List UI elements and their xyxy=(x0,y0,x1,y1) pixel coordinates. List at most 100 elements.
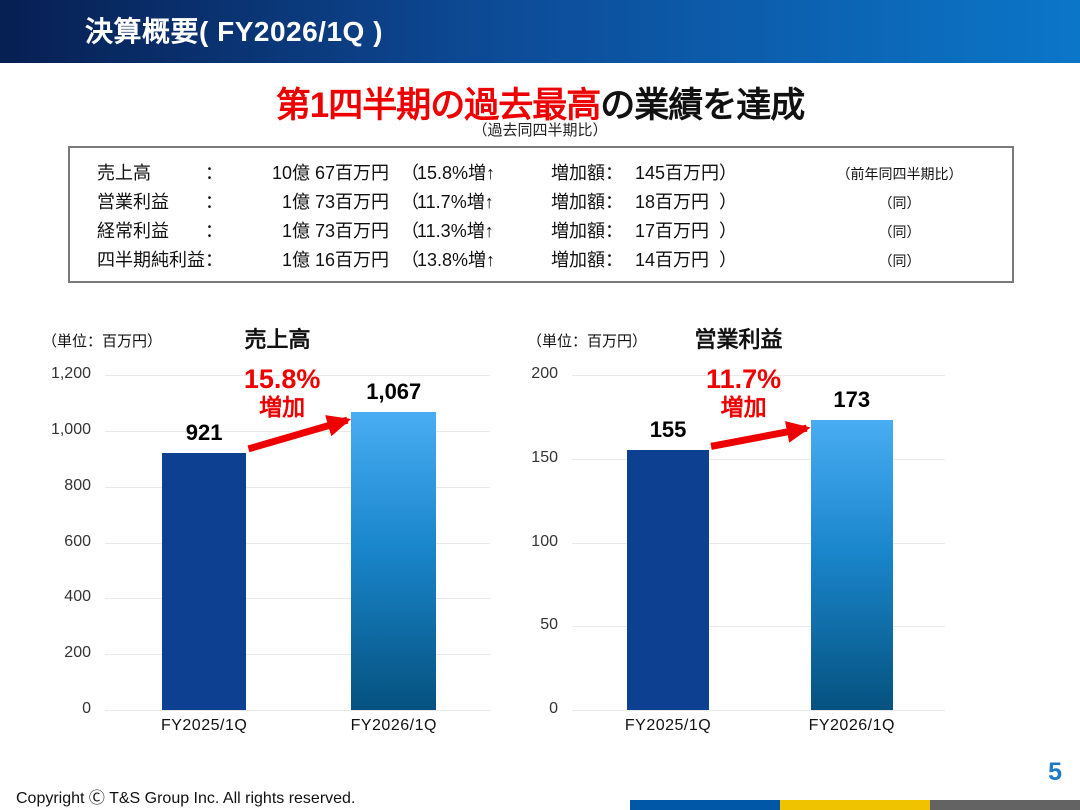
summary-label: 売上高 xyxy=(97,163,151,183)
page-number: 5 xyxy=(1048,758,1062,786)
gridline xyxy=(105,710,490,711)
gridline xyxy=(572,542,945,544)
summary-amount: 1億 73百万円 xyxy=(281,221,389,241)
increase-word: 増加 xyxy=(259,394,306,421)
summary-open: （ xyxy=(401,192,419,212)
chart-title: 売上高 xyxy=(244,327,311,352)
summary-colon: ： xyxy=(205,221,223,241)
gridline xyxy=(572,710,945,711)
x-category-label: FY2026/1Q xyxy=(350,717,437,734)
headline-highlight: 第1四半期の過去最高 xyxy=(275,86,601,125)
y-tick-label: 0 xyxy=(549,700,558,718)
gridline xyxy=(105,375,490,376)
increase-word: 増加 xyxy=(720,394,767,421)
summary-percent: 13.8%増↑ xyxy=(417,250,496,270)
plot-area: 11.7% 増加 0 50 100 150 200 155 FY2025/1Q 173 FY20… xyxy=(531,365,945,734)
summary-close: ） xyxy=(719,192,737,212)
summary-label: 四半期純利益 xyxy=(97,250,205,270)
summary-delta-label: 増加額： xyxy=(551,163,623,183)
plot-area: 15.8% 増加 0 200 400 600 800 1,000 1,200 921 FY202… xyxy=(51,365,490,734)
bottom-strip-blue xyxy=(630,800,780,810)
bar-fy2026-1q xyxy=(810,420,893,710)
summary-colon: ： xyxy=(205,163,223,183)
bar-fy2025-1q xyxy=(627,450,710,710)
summary-delta-value: 145百万円 xyxy=(635,163,720,183)
y-tick-label: 100 xyxy=(531,532,558,550)
x-category-label: FY2026/1Q xyxy=(808,717,895,734)
gridline xyxy=(572,626,945,628)
y-tick-label: 800 xyxy=(64,476,91,494)
bar-value-label: 1,067 xyxy=(366,379,422,405)
y-tick-label: 1,200 xyxy=(50,365,91,383)
summary-row: 売上高 ： 10億 67百万円 （15.8%増↑ 増加額： 145百万円） （前年同四半期比… xyxy=(97,159,1004,188)
gridline xyxy=(105,486,490,488)
summary-row: 営業利益 ： 1億 73百万円 （11.7%増↑ 増加額： 18百万円 ） （同） xyxy=(97,188,1004,217)
summary-colon: ： xyxy=(205,192,223,212)
y-tick-label: 1,000 xyxy=(50,420,91,438)
summary-note: （前年同四半期比） xyxy=(836,166,963,182)
summary-close: ） xyxy=(719,221,737,241)
x-category-label: FY2025/1Q xyxy=(624,717,712,734)
slide-header-bar: 決算概要( FY2026/1Q ) xyxy=(0,0,1080,63)
summary-delta-value: 17百万円 xyxy=(635,221,710,241)
summary-percent: 15.8%増↑ xyxy=(417,163,496,183)
bar-value-label: 155 xyxy=(649,417,687,443)
summary-delta-label: 増加額： xyxy=(551,221,623,241)
summary-amount: 10億 67百万円 xyxy=(271,163,389,183)
chart-title: 営業利益 xyxy=(694,327,783,352)
headline: 第1四半期の過去最高の業績を達成 xyxy=(0,77,1080,128)
headline-note: （過去同四半期比） xyxy=(472,122,608,139)
slide-header-title: 決算概要( FY2026/1Q ) xyxy=(85,16,383,47)
summary-close: ） xyxy=(719,163,737,183)
summary-percent: 11.3%増↑ xyxy=(417,221,494,241)
x-category-label: FY2025/1Q xyxy=(160,717,248,734)
increase-annotation: 11.7% 増加 xyxy=(706,364,782,421)
increase-annotation: 15.8% 増加 xyxy=(243,364,321,421)
bar-value-label: 173 xyxy=(833,387,871,413)
increase-percent: 11.7% xyxy=(706,364,782,394)
summary-row: 経常利益 ： 1億 73百万円 （11.3%増↑ 増加額： 17百万円 ） （同） xyxy=(97,217,1004,246)
y-tick-label: 0 xyxy=(82,700,91,718)
summary-box: 売上高： 10億 67百万円（15.8%増↑ 増加額： 145百万円）（前年同四半期比… xyxy=(68,146,1014,283)
y-tick-label: 50 xyxy=(540,616,558,634)
operating-profit-chart: （単位：百万円） 営業利益 11.7% 増加 0 50 100 150 200 155 FY… xyxy=(515,322,975,742)
bar-fy2026-1q xyxy=(351,412,437,710)
summary-label: 営業利益 xyxy=(97,192,169,212)
summary-label: 経常利益 xyxy=(97,221,169,241)
sales-chart: （単位：百万円） 売上高 15.8% 増加 0 200 400 600 800 1,000… xyxy=(30,322,510,742)
bottom-strip-yellow xyxy=(780,800,930,810)
summary-delta-value: 18百万円 xyxy=(635,192,710,212)
summary-delta-label: 増加額： xyxy=(551,192,623,212)
gridline xyxy=(572,375,945,376)
bottom-strip-gray xyxy=(930,800,1080,810)
headline-rest: の業績を達成 xyxy=(600,86,805,125)
summary-close: ） xyxy=(719,250,737,270)
y-tick-label: 200 xyxy=(64,644,91,662)
summary-note: （同） xyxy=(878,224,921,240)
summary-row: 四半期純利益： 1億 16百万円 （13.8%増↑ 増加額： 14百万円 ） （同） xyxy=(97,246,1004,275)
y-tick-label: 150 xyxy=(531,448,558,466)
summary-open: （ xyxy=(401,250,419,270)
summary-delta-value: 14百万円 xyxy=(635,250,710,270)
gridline xyxy=(105,598,490,600)
gridline xyxy=(105,654,490,656)
increase-percent: 15.8% xyxy=(243,364,321,394)
summary-note: （同） xyxy=(878,195,921,211)
unit-label: （単位：百万円） xyxy=(527,333,648,350)
unit-label: （単位：百万円） xyxy=(42,333,163,350)
summary-delta-label: 増加額： xyxy=(551,250,623,270)
summary-amount: 1億 16百万円 xyxy=(281,250,389,270)
summary-percent: 11.7%増↑ xyxy=(417,192,494,212)
gridline xyxy=(105,542,490,544)
summary-amount: 1億 73百万円 xyxy=(281,192,389,212)
summary-note: （同） xyxy=(878,253,921,269)
y-tick-label: 400 xyxy=(64,588,91,606)
y-tick-label: 200 xyxy=(531,365,558,383)
gridline xyxy=(572,458,945,460)
summary-open: （ xyxy=(401,221,419,241)
bar-fy2025-1q xyxy=(161,452,247,710)
bar-value-label: 921 xyxy=(185,419,223,445)
summary-open: （ xyxy=(401,163,419,183)
summary-colon: ： xyxy=(205,250,223,270)
